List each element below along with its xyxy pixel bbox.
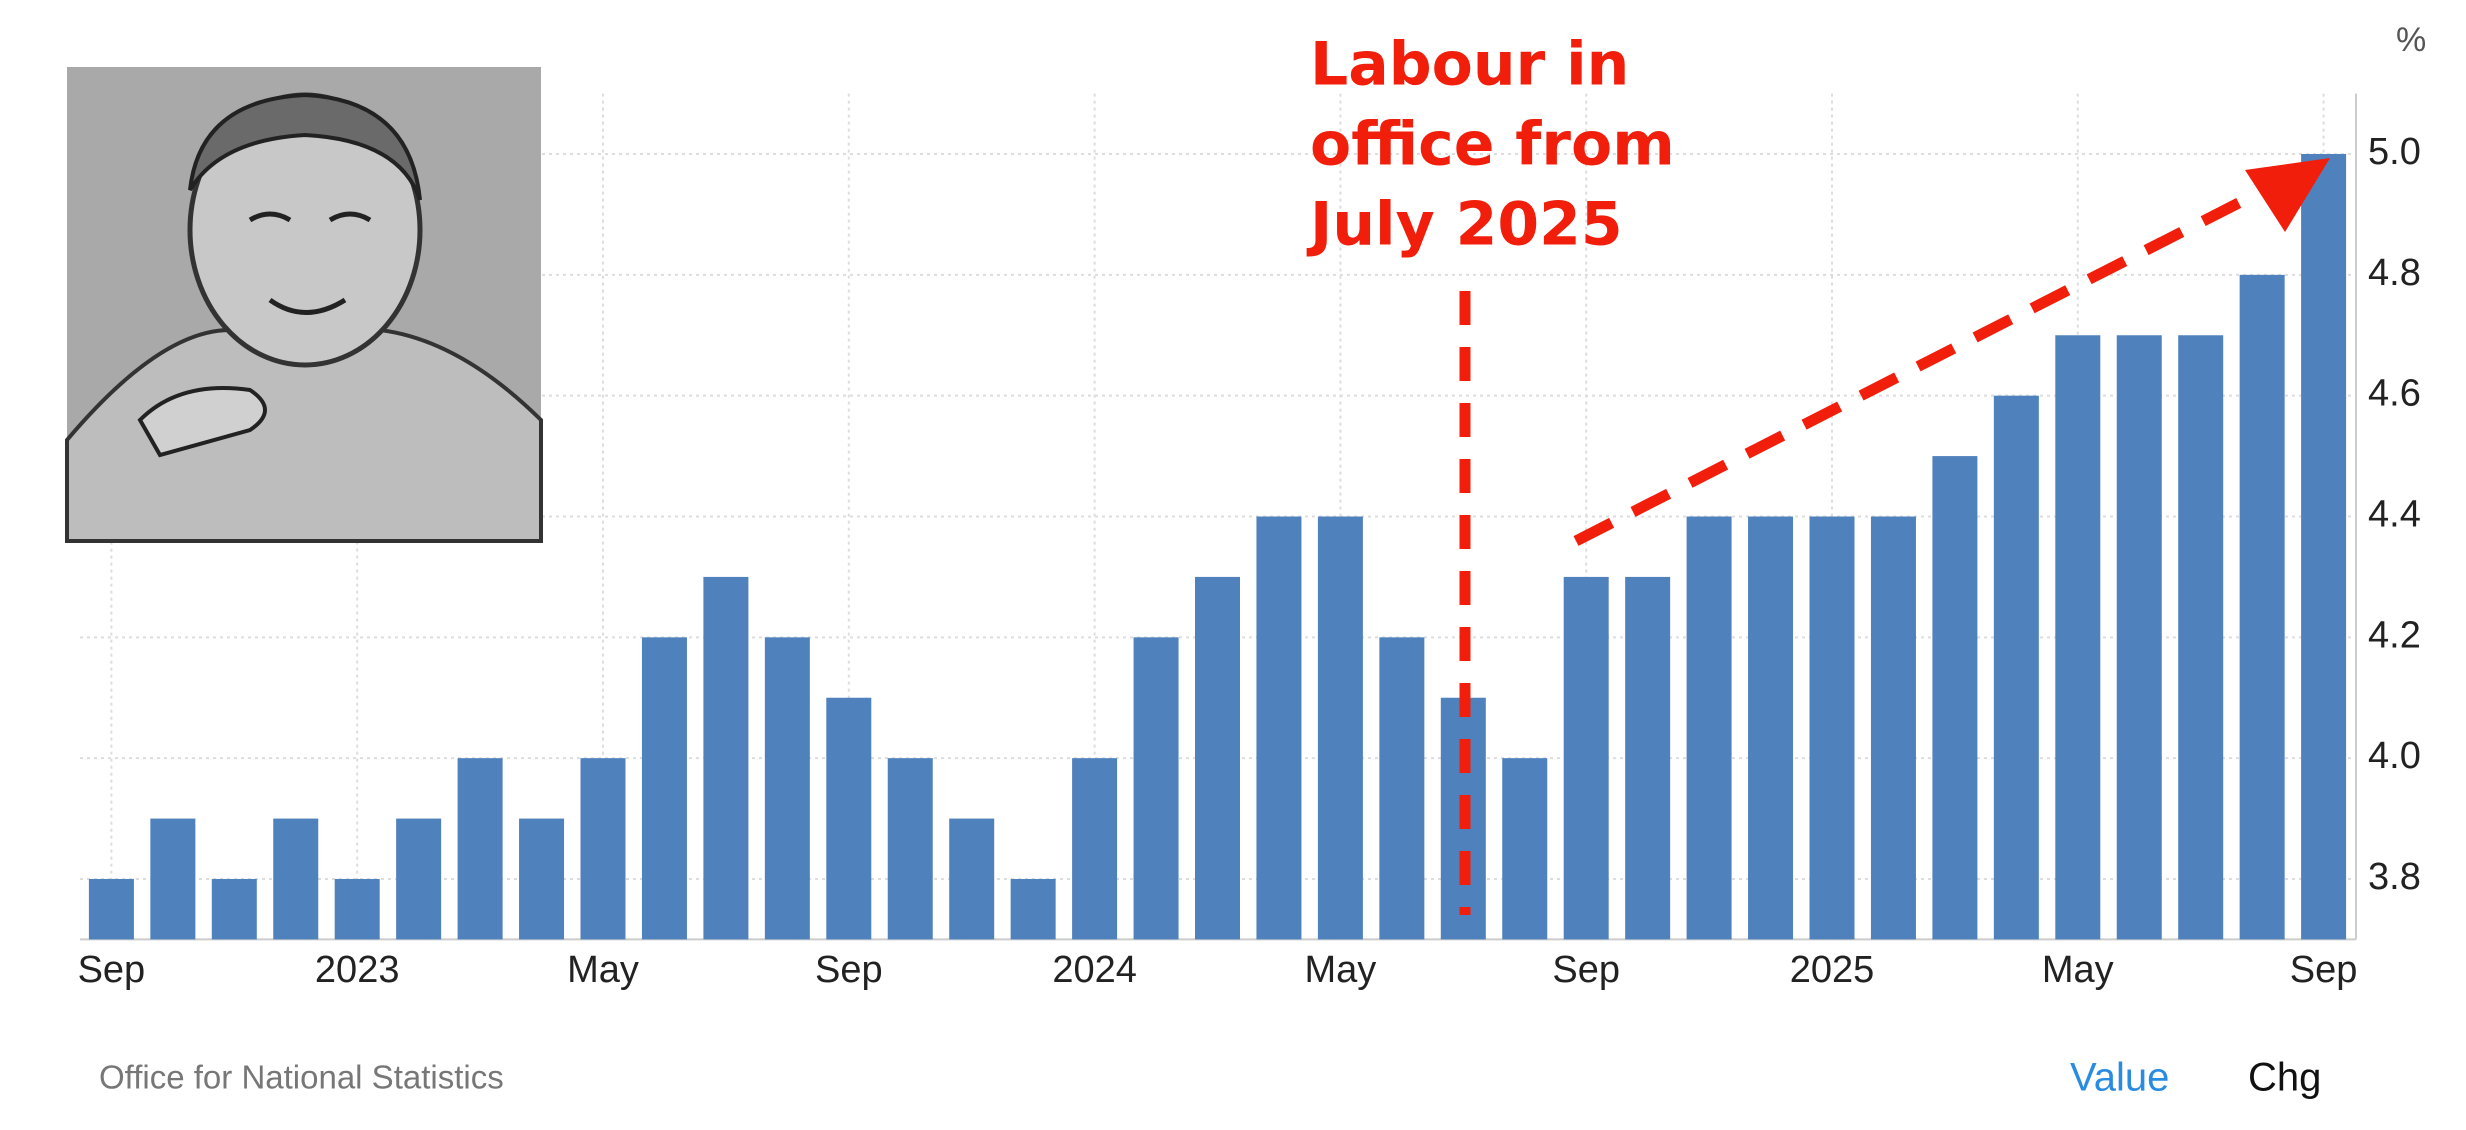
bar: [2116, 335, 2162, 940]
arrow-head: [2245, 158, 2330, 232]
x-tick-label: May: [2042, 949, 2114, 991]
x-tick-label: May: [1305, 949, 1377, 991]
tab-value[interactable]: Value: [2070, 1056, 2169, 1100]
annotation-line: July 2025: [1306, 190, 1623, 260]
bar: [2239, 274, 2285, 940]
bar: [1870, 516, 1916, 940]
bar: [88, 878, 134, 940]
bar: [457, 758, 503, 940]
bar: [887, 758, 933, 940]
bar: [826, 697, 872, 940]
bar: [2178, 335, 2224, 940]
unit-label: %: [2396, 21, 2426, 59]
x-tick-label: May: [567, 949, 639, 991]
bar: [1010, 878, 1056, 940]
bar: [1809, 516, 1855, 940]
bar: [1748, 516, 1794, 940]
y-tick-label: 4.6: [2368, 373, 2421, 415]
bar: [2055, 335, 2101, 940]
bar: [334, 878, 380, 940]
bar: [949, 818, 995, 940]
bar: [580, 758, 626, 940]
bar: [1563, 576, 1609, 940]
bar: [1932, 456, 1978, 940]
bar: [1686, 516, 1732, 940]
x-tick-label: 2024: [1052, 949, 1137, 991]
y-tick-label: 3.8: [2368, 856, 2421, 898]
bar: [641, 637, 687, 940]
bar: [1256, 516, 1302, 940]
x-tick-label: Sep: [815, 949, 883, 991]
annotation-line: Labour in: [1310, 30, 1629, 100]
bar: [1133, 637, 1179, 940]
bar: [1195, 576, 1240, 940]
x-tick-label: Sep: [78, 949, 146, 991]
trend-arrow: [1573, 182, 2273, 546]
y-tick-label: 5.0: [2368, 131, 2421, 173]
y-tick-label: 4.2: [2368, 614, 2421, 656]
annotation: Labour in office from July 2025: [1306, 30, 1675, 260]
y-tick-label: 4.8: [2368, 252, 2421, 294]
bar: [1072, 758, 1118, 940]
portrait-image: [65, 67, 543, 543]
bar: [211, 878, 257, 940]
x-tick-label: Sep: [1552, 949, 1620, 991]
tab-chg[interactable]: Chg: [2248, 1056, 2321, 1100]
bar: [150, 818, 196, 940]
bar: [519, 818, 565, 940]
x-tick-label: 2025: [1790, 949, 1875, 991]
bar: [1317, 516, 1363, 940]
plot-area: 3.8 4.0 4.2 4.4 4.6 4.8 5.0 Sep 2023 May Sep 2024 Ma…: [78, 93, 2421, 991]
bar: [703, 576, 749, 940]
bar: [273, 818, 319, 940]
bar: [1625, 576, 1671, 940]
bar: [1993, 395, 2039, 940]
bar: [764, 637, 810, 940]
x-tick-label: Sep: [2290, 949, 2358, 991]
y-tick-label: 4.0: [2368, 735, 2421, 777]
y-tick-label: 4.4: [2368, 494, 2421, 536]
bar: [2301, 154, 2347, 940]
annotation-line: office from: [1310, 110, 1675, 180]
bar: [1502, 758, 1548, 940]
x-tick-label: 2023: [315, 949, 400, 991]
bar: [396, 818, 442, 940]
source: Office for National Statistics: [99, 1059, 504, 1096]
bar: [1379, 637, 1425, 940]
